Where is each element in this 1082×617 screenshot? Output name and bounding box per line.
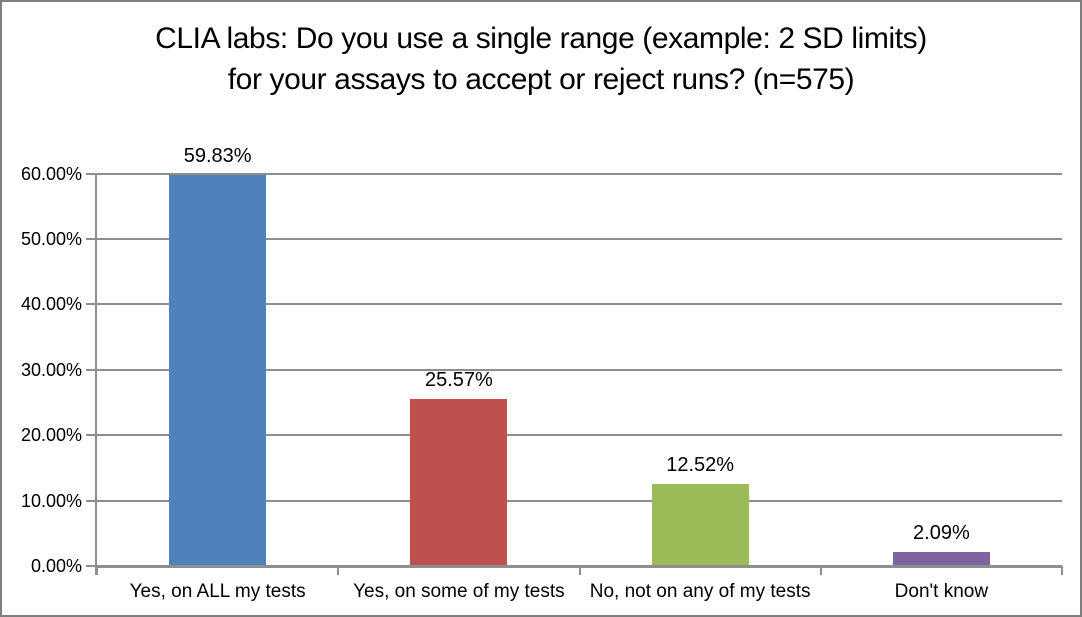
category-label: No, not on any of my tests bbox=[589, 581, 811, 602]
bar bbox=[892, 552, 990, 566]
bar bbox=[651, 484, 749, 566]
y-gridline bbox=[97, 238, 1062, 240]
y-axis-tick bbox=[86, 565, 95, 567]
bar-value-label: 2.09% bbox=[913, 522, 970, 545]
bar-value-label: 12.52% bbox=[666, 454, 735, 477]
y-gridline bbox=[97, 499, 1062, 502]
y-axis-tick bbox=[86, 303, 95, 306]
x-axis-tick bbox=[578, 566, 581, 575]
y-axis-tick bbox=[86, 499, 95, 502]
y-axis-line bbox=[95, 172, 97, 575]
category-label: Yes, on some of my tests bbox=[353, 581, 565, 602]
bar bbox=[410, 398, 508, 566]
x-axis-tick bbox=[819, 566, 822, 575]
bar-value-label: 59.83% bbox=[183, 144, 252, 167]
y-tick-label: 60.00% bbox=[20, 163, 82, 184]
chart-title: CLIA labs: Do you use a single range (ex… bbox=[155, 22, 927, 96]
y-axis-tick bbox=[86, 434, 95, 437]
y-tick-label: 30.00% bbox=[20, 359, 82, 380]
bar-value-label: 25.57% bbox=[424, 368, 493, 391]
category-label: Don't know bbox=[894, 581, 989, 602]
bar bbox=[169, 174, 267, 566]
y-tick-label: 10.00% bbox=[20, 490, 82, 511]
y-tick-label: 40.00% bbox=[20, 294, 82, 315]
y-axis-tick bbox=[86, 368, 95, 371]
y-tick-label: 0.00% bbox=[30, 556, 82, 576]
y-axis-tick bbox=[86, 238, 95, 240]
x-axis-tick bbox=[1061, 566, 1063, 575]
y-gridline bbox=[97, 368, 1062, 371]
x-axis-tick bbox=[337, 566, 340, 575]
y-gridline bbox=[97, 434, 1062, 437]
category-label: Yes, on ALL my tests bbox=[129, 581, 306, 602]
y-tick-label: 20.00% bbox=[20, 425, 82, 446]
y-tick-label: 50.00% bbox=[20, 229, 82, 249]
y-gridline bbox=[97, 303, 1062, 306]
x-axis-tick bbox=[96, 566, 98, 575]
y-axis-tick bbox=[86, 172, 95, 175]
y-gridline bbox=[97, 172, 1062, 175]
